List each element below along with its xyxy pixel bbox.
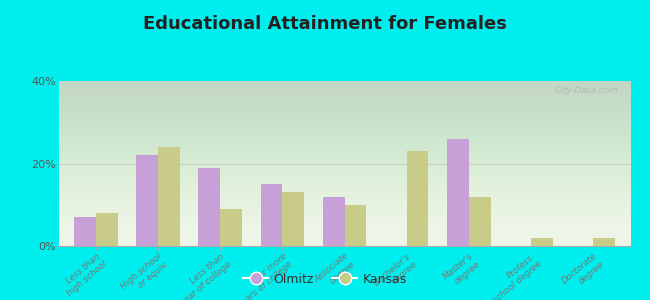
Bar — [593, 238, 615, 246]
Bar — [198, 168, 220, 246]
Bar — [407, 151, 428, 246]
Text: Educational Attainment for Females: Educational Attainment for Females — [143, 15, 507, 33]
Bar — [74, 217, 96, 246]
Bar — [282, 192, 304, 246]
Bar — [344, 205, 366, 246]
Bar — [261, 184, 282, 246]
Bar — [158, 147, 180, 246]
Legend: Olmitz, Kansas: Olmitz, Kansas — [239, 268, 411, 291]
Bar — [447, 139, 469, 246]
Bar — [531, 238, 552, 246]
Bar — [136, 155, 158, 246]
Bar — [96, 213, 118, 246]
Text: City-Data.com: City-Data.com — [555, 86, 619, 95]
Bar — [323, 196, 345, 246]
Bar — [220, 209, 242, 246]
Bar — [469, 196, 491, 246]
